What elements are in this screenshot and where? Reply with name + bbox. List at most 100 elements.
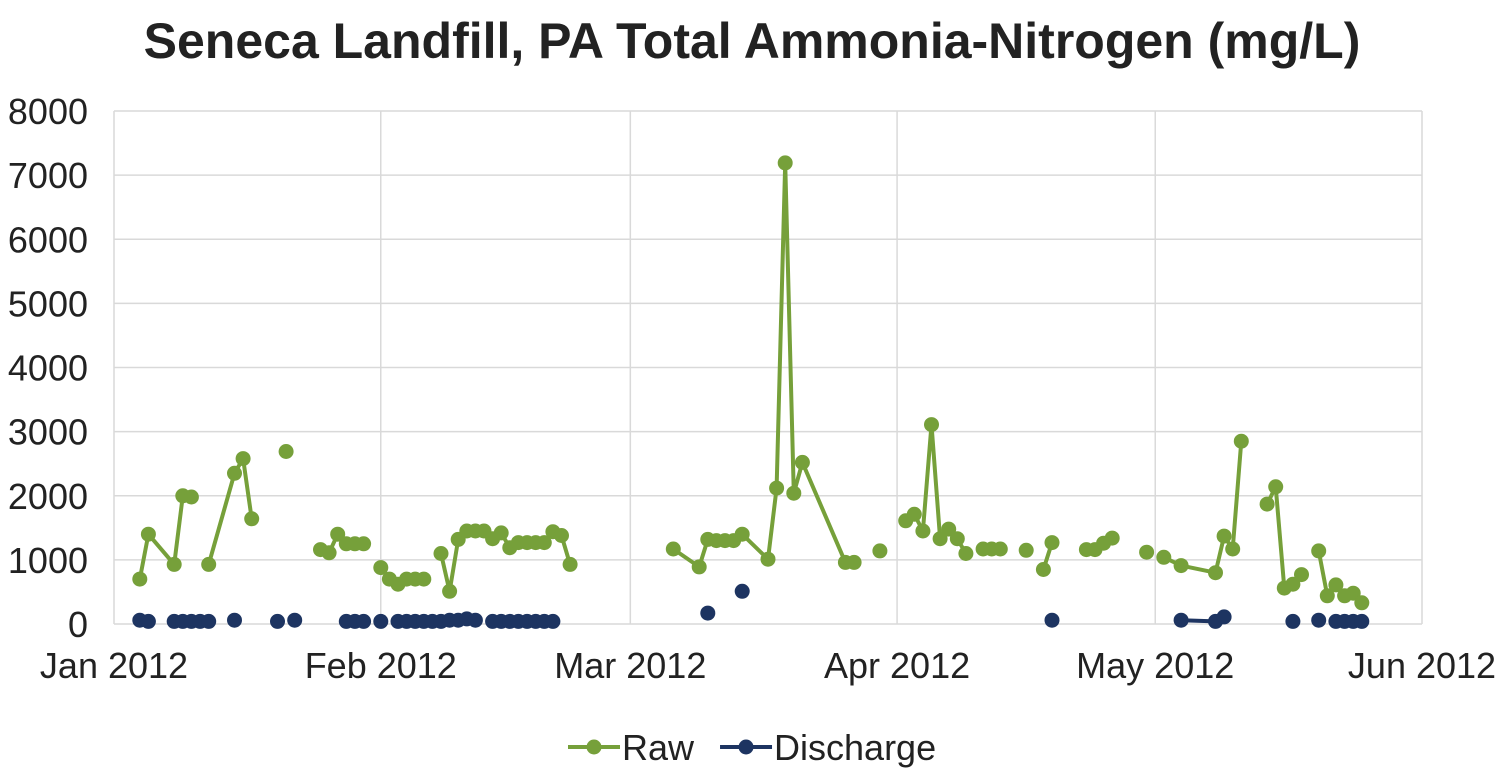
x-tick-label: May 2012 <box>1076 645 1234 686</box>
data-point-discharge <box>140 613 156 629</box>
legend-marker-discharge <box>738 739 754 755</box>
data-point-raw <box>132 571 148 587</box>
data-point-raw <box>536 535 552 551</box>
data-point-raw <box>1035 562 1051 577</box>
data-point-discharge <box>201 613 217 629</box>
data-point-discharge <box>545 613 561 629</box>
series-raw <box>132 155 1370 611</box>
data-point-raw <box>846 554 862 570</box>
data-point-raw <box>1328 577 1344 593</box>
data-point-raw <box>1018 542 1034 558</box>
series-line-raw <box>206 456 254 565</box>
y-tick-label: 8000 <box>8 91 88 132</box>
x-tick-label: Mar 2012 <box>554 645 706 686</box>
legend-item-discharge: Discharge <box>720 727 936 768</box>
y-tick-label: 0 <box>68 604 88 645</box>
x-axis-ticks: Jan 2012 Feb 2012 Mar 2012 Apr 2012 May 2012… <box>40 645 1496 686</box>
data-point-discharge <box>1311 612 1327 628</box>
data-point-raw <box>554 528 569 543</box>
data-point-raw <box>1173 558 1189 574</box>
data-point-discharge <box>1216 609 1232 625</box>
data-point-raw <box>1294 567 1309 583</box>
data-point-raw <box>321 545 337 561</box>
data-point-raw <box>691 559 707 575</box>
data-point-discharge <box>373 613 389 629</box>
x-tick-label: Feb 2012 <box>305 645 457 686</box>
data-point-discharge <box>356 613 372 629</box>
data-point-discharge <box>227 612 242 628</box>
y-tick-label: 4000 <box>8 348 88 389</box>
data-point-raw <box>1259 496 1275 512</box>
data-point-raw <box>769 480 785 496</box>
data-point-raw <box>958 546 974 561</box>
data-point-discharge <box>467 612 483 628</box>
data-point-raw <box>949 531 965 547</box>
y-tick-label: 5000 <box>8 283 88 324</box>
data-point-raw <box>166 556 182 572</box>
data-point-raw <box>140 526 156 542</box>
data-point-raw <box>906 506 922 522</box>
data-point-discharge <box>734 583 750 599</box>
grid <box>113 110 1423 625</box>
data-point-raw <box>1354 595 1370 611</box>
data-point-raw <box>356 536 372 552</box>
data-point-raw <box>760 551 776 567</box>
data-point-raw <box>278 444 294 459</box>
data-point-raw <box>665 541 681 557</box>
data-point-discharge <box>1173 612 1189 628</box>
data-point-raw <box>442 583 458 599</box>
data-point-raw <box>872 543 888 559</box>
data-point-raw <box>1104 530 1120 546</box>
data-point-raw <box>433 546 449 561</box>
data-point-raw <box>1156 549 1172 565</box>
data-point-raw <box>777 155 793 171</box>
data-point-discharge <box>1285 613 1301 629</box>
data-point-raw <box>992 541 1008 557</box>
data-point-raw <box>932 531 948 547</box>
data-point-raw <box>1139 544 1155 560</box>
series-layer <box>132 155 1370 629</box>
data-point-raw <box>1216 528 1232 544</box>
data-point-raw <box>1208 565 1223 581</box>
data-point-raw <box>235 451 251 467</box>
data-point-raw <box>1044 535 1060 551</box>
x-tick-label: Jan 2012 <box>40 645 188 686</box>
data-point-raw <box>1268 479 1284 495</box>
data-point-raw <box>562 556 578 572</box>
data-point-raw <box>201 556 217 572</box>
legend: Raw Discharge <box>568 727 936 768</box>
legend-label-raw: Raw <box>622 727 695 768</box>
y-tick-label: 3000 <box>8 412 88 453</box>
data-point-discharge <box>287 612 303 628</box>
data-point-raw <box>915 523 931 539</box>
data-point-raw <box>1233 433 1249 449</box>
y-tick-label: 1000 <box>8 540 88 581</box>
legend-label-discharge: Discharge <box>774 727 936 768</box>
series-discharge <box>132 583 1370 629</box>
data-point-raw <box>1225 541 1241 557</box>
data-point-discharge <box>1354 613 1370 629</box>
data-point-raw <box>416 571 432 587</box>
data-point-raw <box>493 525 509 541</box>
data-point-raw <box>1319 588 1335 604</box>
x-tick-label: Apr 2012 <box>824 645 970 686</box>
data-point-raw <box>924 417 939 433</box>
data-point-raw <box>734 526 750 542</box>
data-point-raw <box>941 521 957 537</box>
data-point-discharge <box>270 613 285 629</box>
data-point-discharge <box>700 605 716 621</box>
series-line-raw <box>672 160 855 569</box>
data-point-raw <box>794 454 810 470</box>
legend-marker-raw <box>586 739 602 755</box>
data-point-raw <box>244 511 260 527</box>
x-tick-label: Jun 2012 <box>1348 645 1496 686</box>
data-point-discharge <box>1044 612 1060 628</box>
y-tick-label: 2000 <box>8 476 88 517</box>
chart-title: Seneca Landfill, PA Total Ammonia-Nitrog… <box>144 13 1361 69</box>
y-axis-ticks: 0 1000 2000 3000 4000 5000 6000 7000 8000 <box>8 91 88 645</box>
data-point-raw <box>1311 543 1327 559</box>
data-point-raw <box>330 526 346 542</box>
data-point-raw <box>786 485 802 501</box>
data-point-raw <box>183 489 199 505</box>
